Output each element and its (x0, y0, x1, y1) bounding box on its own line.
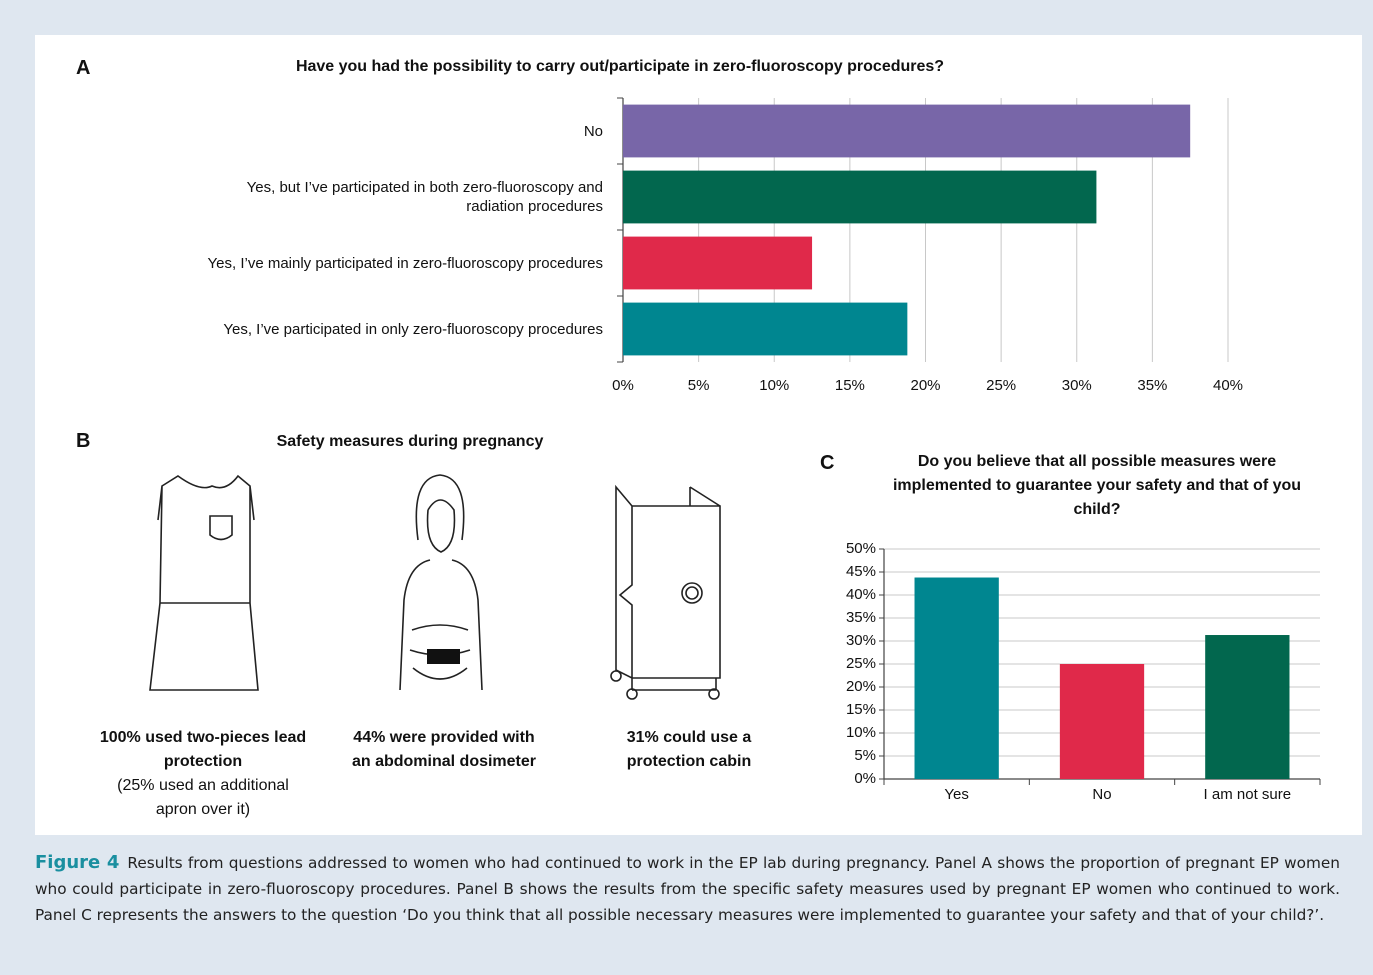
x-tick-label: 5% (688, 377, 710, 394)
bar (623, 303, 907, 356)
y-tick-label: 30% (846, 632, 876, 649)
x-tick-label: 15% (835, 377, 865, 394)
panel-label: A (76, 57, 90, 80)
figure: 0% 5% 10% 15% 20% 25% 30% 35% 40% 0% 5% 10% 15% 20% 25… (0, 0, 1373, 975)
x-tick-label: 0% (612, 377, 634, 394)
x-tick-label: 25% (986, 377, 1016, 394)
safety-item-text: 100% used two-pieces lead protection (68, 726, 338, 774)
cabin-window (686, 587, 698, 599)
x-tick-label: 35% (1137, 377, 1167, 394)
cabin-icon (616, 487, 720, 690)
safety-item-text: 31% could use a protection cabin (594, 726, 784, 774)
y-tick-label: No (584, 122, 603, 141)
y-tick-label: 5% (854, 747, 876, 764)
safety-item: 100% used two-pieces lead protection (25… (68, 726, 338, 822)
y-tick-label: Yes, but I’ve participated in both zero-… (203, 178, 603, 216)
safety-item-text: 44% were provided with an abdominal dosi… (348, 726, 540, 774)
y-tick-label: 45% (846, 563, 876, 580)
apron-icon (150, 476, 258, 690)
panel-title: Safety measures during pregnancy (210, 432, 610, 451)
x-tick-label: Yes (944, 786, 968, 803)
x-tick-label: No (1092, 786, 1111, 803)
y-tick-label: Yes, I’ve participated in only zero-fluo… (223, 320, 603, 339)
x-tick-label: 10% (759, 377, 789, 394)
figure-label: Figure 4 (35, 852, 119, 873)
chart-title: Do you believe that all possible measure… (877, 450, 1317, 522)
bar (623, 237, 812, 290)
bar (1060, 664, 1144, 779)
y-tick-label: 20% (846, 678, 876, 695)
icons (150, 475, 720, 699)
y-tick-label: Yes, I’ve mainly participated in zero-fl… (208, 254, 603, 273)
x-tick-label: 30% (1062, 377, 1092, 394)
caption-text: Results from questions addressed to wome… (35, 854, 1340, 924)
bar (915, 578, 999, 779)
panel-label: C (820, 452, 834, 475)
x-tick-label: I am not sure (1204, 786, 1292, 803)
y-tick-label: 50% (846, 540, 876, 557)
x-tick-label: 40% (1213, 377, 1243, 394)
cabin-window (682, 583, 702, 603)
y-tick-label: 35% (846, 609, 876, 626)
panel-label: B (76, 430, 90, 453)
x-tick-label: 20% (910, 377, 940, 394)
y-tick-label: 15% (846, 701, 876, 718)
bar (1205, 635, 1289, 779)
bar (623, 171, 1096, 224)
chart-title: Have you had the possibility to carry ou… (120, 57, 1120, 76)
safety-item-note: (25% used an additional apron over it) (68, 774, 338, 822)
wheel (611, 671, 621, 681)
y-tick-label: 0% (854, 770, 876, 787)
y-tick-label: 10% (846, 724, 876, 741)
dosimeter-icon (427, 649, 460, 664)
y-tick-label: 25% (846, 655, 876, 672)
bar (623, 105, 1190, 158)
y-tick-label: 40% (846, 586, 876, 603)
